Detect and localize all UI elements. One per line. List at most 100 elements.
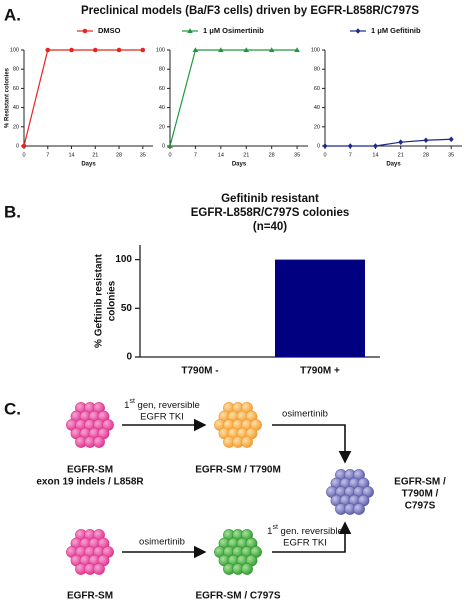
series-line	[169, 49, 298, 147]
legend-label: 1 μM Gefitinib	[371, 26, 421, 35]
y-tick-label: 100	[156, 47, 165, 53]
series-line	[325, 138, 452, 147]
y-tick-label: 80	[314, 67, 320, 73]
chart-title: EGFR-L858R/C797S colonies	[191, 207, 350, 219]
chart-title: Gefitinib resistant	[221, 193, 319, 205]
arrows	[122, 418, 352, 559]
panel-label: B.	[4, 202, 21, 221]
y-tick-label: 60	[159, 86, 165, 92]
x-tick-label: 7	[46, 152, 49, 158]
edge-label: EGFR TKI	[283, 538, 327, 549]
cell-cluster	[66, 402, 114, 448]
data-point	[268, 47, 275, 52]
y-tick-label: 80	[13, 67, 19, 73]
y-tick-label: 20	[159, 124, 165, 130]
cell-cluster	[66, 529, 114, 575]
data-point	[21, 143, 27, 149]
y-axis-label: % Resistant colonies	[5, 67, 11, 128]
x-tick-label: 21	[92, 152, 98, 158]
edge-label: 1st gen, reversible	[124, 398, 200, 411]
edge-label-part: gen, reversible	[135, 400, 200, 411]
edge-label-sup: st	[272, 524, 278, 531]
x-tick-label: 14	[218, 152, 224, 158]
legend-marker	[82, 28, 88, 34]
y-tick-label: 0	[162, 143, 165, 149]
edge-label: 1st gen. reversible	[267, 524, 343, 537]
y-tick-label: 100	[10, 47, 19, 53]
data-point	[140, 47, 146, 53]
y-axis-label: % Geftinib resistant	[94, 253, 105, 348]
y-tick-label: 0	[317, 143, 320, 149]
data-point	[347, 143, 353, 149]
edge-label-part: 1	[124, 400, 129, 411]
cell	[353, 503, 365, 515]
legend-marker	[355, 28, 361, 34]
cell	[93, 436, 105, 448]
node-label: T790M /	[402, 489, 439, 500]
data-point	[243, 47, 250, 52]
y-tick-label: 80	[159, 67, 165, 73]
data-point	[116, 47, 122, 53]
x-axis-label: Days	[386, 162, 401, 168]
bar	[275, 259, 365, 357]
x-tick-label: T790M +	[300, 366, 340, 377]
y-tick-label: 40	[159, 105, 165, 111]
y-tick-label: 40	[13, 105, 19, 111]
data-point	[192, 47, 199, 52]
cell-cluster	[326, 469, 374, 515]
x-tick-label: 21	[243, 152, 249, 158]
cell	[241, 436, 253, 448]
x-tick-label: 35	[294, 152, 300, 158]
data-point	[167, 143, 173, 148]
data-point	[69, 47, 74, 53]
node-label: EGFR-SM	[67, 465, 113, 476]
data-point	[423, 137, 429, 144]
node-label: exon 19 indels / L858R	[36, 477, 144, 488]
x-tick-label: T790M -	[181, 366, 218, 377]
data-point	[372, 143, 378, 149]
x-tick-label: 0	[323, 152, 326, 158]
cell-cluster	[214, 402, 262, 448]
x-tick-label: 7	[349, 152, 352, 158]
arrow	[272, 424, 352, 464]
y-tick-label: 20	[314, 124, 320, 130]
data-point	[294, 47, 300, 52]
data-point	[322, 143, 328, 149]
x-axis-label: Days	[232, 162, 247, 168]
x-tick-label: 0	[168, 152, 171, 158]
panel-label: A.	[4, 5, 21, 24]
panel-label: C.	[4, 399, 21, 418]
x-tick-label: 28	[423, 152, 429, 158]
node-label: C797S	[405, 501, 436, 512]
data-point	[448, 136, 454, 143]
node-label: EGFR-SM /	[394, 477, 446, 488]
node-label: EGFR-SM / C797S	[195, 591, 280, 602]
x-tick-label: 14	[68, 152, 74, 158]
x-tick-label: 35	[140, 152, 146, 158]
x-tick-label: 14	[372, 152, 378, 158]
x-tick-label: 35	[448, 152, 454, 158]
cell	[241, 563, 253, 575]
x-tick-label: 7	[194, 152, 197, 158]
x-tick-label: 28	[116, 152, 122, 158]
y-tick-label: 50	[121, 303, 133, 314]
arrow	[272, 521, 352, 553]
y-tick-label: 0	[126, 352, 132, 363]
y-tick-label: 0	[16, 143, 19, 149]
node-label: EGFR-SM / T790M	[195, 465, 281, 476]
series-line	[23, 49, 143, 147]
y-tick-label: 100	[311, 47, 320, 53]
y-tick-label: 60	[314, 86, 320, 92]
data-point	[92, 47, 98, 53]
y-tick-label: 40	[314, 105, 320, 111]
y-tick-label: 60	[13, 86, 19, 92]
legend-label: 1 μM Osimertinib	[203, 26, 264, 35]
data-point	[218, 47, 224, 52]
chart-title: (n=40)	[253, 221, 287, 233]
data-point	[398, 139, 404, 145]
y-tick-label: 100	[115, 254, 132, 265]
cell	[93, 563, 105, 575]
figure-title: Preclinical models (Ba/F3 cells) driven …	[81, 5, 419, 17]
x-tick-label: 21	[398, 152, 404, 158]
